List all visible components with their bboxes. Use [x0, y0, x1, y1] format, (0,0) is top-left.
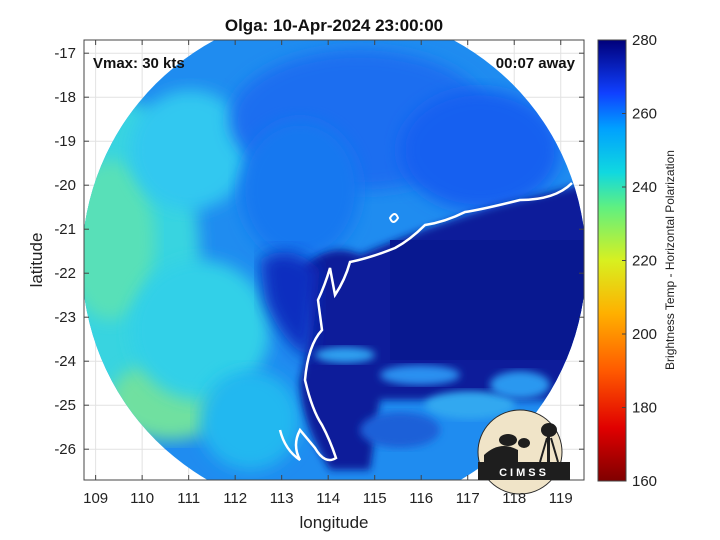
- y-tick-label: -20: [54, 177, 76, 194]
- y-tick-label: -18: [54, 89, 76, 106]
- y-tick-label: -17: [54, 45, 76, 62]
- colorbar-tick-label: 280: [632, 32, 657, 49]
- y-tick-label: -19: [54, 133, 76, 150]
- colorbar: [597, 39, 627, 482]
- x-tick-label: 111: [177, 490, 200, 507]
- y-tick-label: -26: [54, 441, 76, 458]
- colorbar-tick-label: 260: [632, 106, 657, 123]
- colorbar-label: Brightness Temp - Horizontal Polarizatio…: [663, 150, 677, 370]
- colorbar-tick-label: 160: [632, 473, 657, 490]
- x-tick-label: 116: [409, 490, 433, 507]
- colorbar-tick-label: 240: [632, 179, 657, 196]
- y-tick-label: -24: [54, 353, 76, 370]
- y-tick-label: -22: [54, 265, 76, 282]
- x-tick-label: 117: [456, 490, 480, 507]
- brightness-temperature-image: [84, 40, 584, 480]
- x-tick-label: 109: [83, 490, 108, 507]
- x-tick-label: 114: [316, 490, 340, 507]
- y-tick-label: -25: [54, 397, 76, 414]
- colorbar-ticks: [622, 39, 626, 482]
- axis-ticks: [84, 40, 584, 480]
- colorbar-tick-label: 200: [632, 326, 657, 343]
- cimss-logo: CIMSS: [477, 409, 570, 495]
- x-tick-label: 118: [502, 490, 526, 507]
- logo-text: CIMSS: [499, 467, 549, 479]
- colorbar-tick-label: 220: [632, 253, 657, 270]
- x-axis-title: longitude: [299, 513, 368, 532]
- x-tick-label: 110: [130, 490, 154, 507]
- y-tick-label: -21: [54, 221, 76, 238]
- axes-frame: [83, 39, 585, 481]
- time-away-label: 00:07 away: [496, 55, 576, 72]
- vmax-label: Vmax: 30 kts: [93, 55, 185, 72]
- x-tick-label: 112: [223, 490, 247, 507]
- y-axis-title: latitude: [27, 233, 46, 288]
- x-tick-label: 119: [549, 490, 573, 507]
- y-tick-label: -23: [54, 309, 76, 326]
- x-tick-label: 113: [270, 490, 294, 507]
- colorbar-tick-label: 180: [632, 400, 657, 417]
- x-tick-label: 115: [363, 490, 387, 507]
- plot-title: Olga: 10-Apr-2024 23:00:00: [225, 16, 443, 35]
